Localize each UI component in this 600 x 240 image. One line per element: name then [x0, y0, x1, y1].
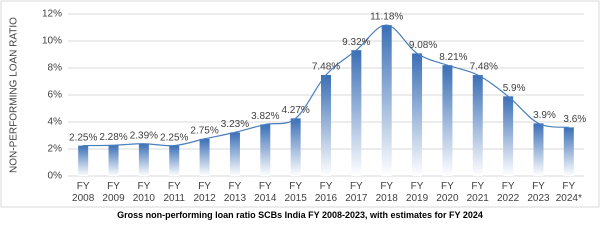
data-label: 3.9% [533, 110, 556, 121]
x-tick-label: FY 2013 [223, 181, 247, 204]
data-label: 3.82% [251, 111, 279, 122]
bar [533, 123, 544, 176]
x-tick-label: FY 2017 [345, 181, 368, 204]
bar [472, 75, 483, 176]
data-label: 8.21% [439, 52, 467, 63]
data-label: 9.32% [342, 37, 370, 48]
bar [503, 96, 514, 176]
data-label: 7.48% [312, 62, 340, 73]
bar [260, 124, 271, 176]
y-tick-label: 8% [48, 63, 63, 74]
data-label: 2.39% [130, 130, 158, 141]
bar [442, 65, 453, 176]
bar [229, 132, 240, 176]
trend-line [83, 24, 569, 147]
bar [78, 145, 89, 176]
y-tick-label: 2% [48, 144, 63, 155]
data-label: 2.28% [99, 132, 127, 143]
data-label: 5.9% [503, 83, 526, 94]
x-tick-label: FY 2010 [132, 181, 155, 204]
x-tick-label: FY 2012 [193, 181, 216, 204]
y-tick-label: 4% [48, 117, 63, 128]
bar [138, 143, 149, 176]
x-tick-label: FY 2015 [284, 181, 307, 204]
bar [108, 145, 119, 176]
x-tick-label: FY 2016 [314, 181, 338, 204]
data-label: 2.25% [160, 132, 188, 143]
bar [412, 53, 423, 176]
x-tick-label: FY 2014 [254, 181, 277, 204]
x-tick-label: FY 2022 [496, 181, 520, 204]
data-label: 3.23% [221, 119, 249, 130]
bar [563, 127, 574, 176]
y-tick-label: 0% [48, 171, 63, 182]
caption: Gross non-performing loan ratio SCBs Ind… [117, 210, 483, 220]
data-label: 2.75% [190, 126, 218, 137]
bar [169, 145, 180, 176]
y-tick-label: 10% [42, 36, 62, 47]
bar [199, 138, 210, 176]
data-label: 2.25% [69, 132, 97, 143]
x-tick-label: FY 2019 [405, 181, 429, 204]
x-tick-label: FY 2018 [375, 181, 398, 204]
x-tick-label: FY 2023 [527, 181, 550, 204]
data-label: 9.08% [409, 40, 437, 51]
bar [321, 75, 331, 176]
x-tick-label: FY 2020 [436, 181, 459, 204]
data-label: 7.48% [470, 62, 498, 73]
y-axis-title: NON-PERFORMING LOAN RATIO [9, 17, 20, 173]
data-label: 3.6% [563, 114, 586, 125]
x-tick-label: FY 2009 [102, 181, 125, 204]
x-tick-label: FY 2021 [466, 181, 489, 204]
y-tick-label: 6% [48, 90, 63, 101]
data-label: 11.18% [370, 12, 403, 23]
chart-svg: NON-PERFORMING LOAN RATIO 0% 2% 4% 6% 8% 10% 1… [0, 0, 600, 208]
bar [351, 50, 362, 176]
frame [0, 0, 600, 208]
x-tick-label: FY 2024* [555, 181, 582, 204]
x-tick-label: FY 2008 [72, 181, 95, 204]
y-tick-label: 12% [42, 9, 62, 20]
bar [290, 118, 301, 176]
bar [381, 25, 392, 176]
data-label: 4.27% [281, 105, 309, 116]
chart: NON-PERFORMING LOAN RATIO 0% 2% 4% 6% 8% 10% 1… [0, 0, 600, 220]
x-tick-label: FY 2011 [163, 181, 185, 204]
